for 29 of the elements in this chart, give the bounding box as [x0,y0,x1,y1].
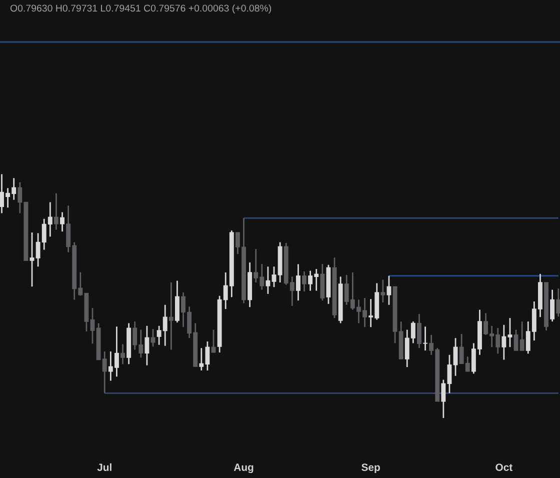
candlestick [380,279,386,304]
candlestick [174,280,180,324]
candlestick [514,329,518,352]
candlestick [30,232,34,288]
candlestick [453,337,458,377]
candlestick [54,192,58,230]
candlestick [90,307,95,344]
text: O0.79630 H0.79731 L0.79451 C0.79576 +0.00063 (+0.08%) [10,4,272,14]
candlestick [266,266,270,295]
candlestick [144,325,150,366]
candlestick [272,266,276,288]
x-tick-label: Sep [362,464,380,474]
candlestick [120,343,125,365]
candlestick [423,326,428,352]
candlestick [296,263,300,302]
candlestick [556,288,560,318]
x-tick-label: Jul [97,463,112,471]
candlestick [150,328,156,348]
candlestick [211,329,216,354]
candlestick [520,320,524,352]
candlestick [302,270,306,292]
candlestick [60,212,64,232]
candlestick [416,313,422,349]
candlestick [320,263,325,302]
candlestick [168,282,174,350]
x-tick-label: Aug [234,464,254,474]
candlestick [550,289,555,322]
x-tick-label: Oct [496,464,512,471]
candlestick [386,275,392,306]
